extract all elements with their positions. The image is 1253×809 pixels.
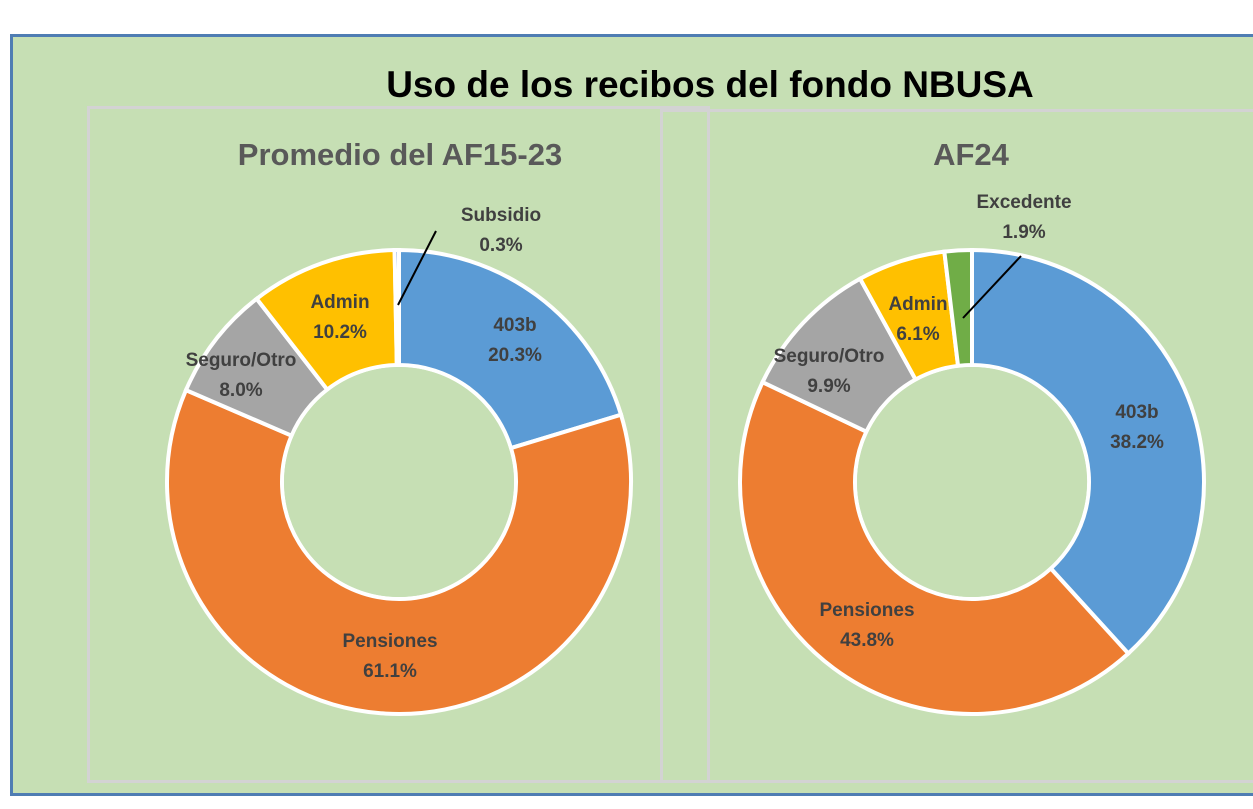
value-label-seguro-otro: 8.0%: [219, 380, 262, 401]
category-label-excedente: Excedente: [976, 192, 1071, 213]
category-label-pensiones: Pensiones: [342, 631, 437, 652]
category-label-403b: 403b: [1115, 402, 1158, 423]
slice-subsidio: [392, 247, 401, 368]
slice-403b: [397, 247, 624, 451]
category-label-subsidio: Subsidio: [461, 205, 541, 226]
left-plot-area: [87, 106, 710, 783]
slice-pensiones: [165, 387, 633, 716]
chart-title: Uso de los recibos del fondo NBUSA: [386, 64, 1034, 105]
slice-excedente: [942, 247, 974, 369]
category-label-admin: Admin: [888, 294, 947, 315]
value-label-excedente: 1.9%: [1002, 222, 1045, 243]
value-label-pensiones: 43.8%: [840, 630, 894, 651]
slice-403b: [970, 247, 1206, 657]
value-label-subsidio: 0.3%: [479, 235, 522, 256]
leader-line: [962, 255, 1022, 319]
value-label-admin: 10.2%: [313, 322, 367, 343]
slice-pensiones: [738, 379, 1132, 716]
value-label-pensiones: 61.1%: [363, 661, 417, 682]
category-label-seguro-otro: Seguro/Otro: [774, 346, 885, 367]
left-chart-title: Promedio del AF15-23: [237, 137, 563, 172]
value-label-403b: 38.2%: [1110, 432, 1164, 453]
category-label-admin: Admin: [310, 292, 369, 313]
category-label-pensiones: Pensiones: [819, 600, 914, 621]
value-label-seguro-otro: 9.9%: [807, 376, 850, 397]
value-label-403b: 20.3%: [488, 345, 542, 366]
donut-hole: [284, 367, 514, 597]
right-plot-area: [660, 109, 1253, 783]
donut-hole: [857, 367, 1087, 597]
right-chart-title: AF24: [933, 137, 1009, 172]
category-label-seguro-otro: Seguro/Otro: [186, 350, 297, 371]
value-label-admin: 6.1%: [896, 324, 939, 345]
leader-line: [397, 230, 437, 306]
right-donut: 403b 38.2% Pensiones 43.8% Seguro/Otro 9.9% Ad…: [738, 192, 1206, 716]
category-label-403b: 403b: [493, 315, 536, 336]
left-donut: 403b 20.3% Pensiones 61.1% Seguro/Otro 8.0% Ad…: [165, 205, 633, 716]
